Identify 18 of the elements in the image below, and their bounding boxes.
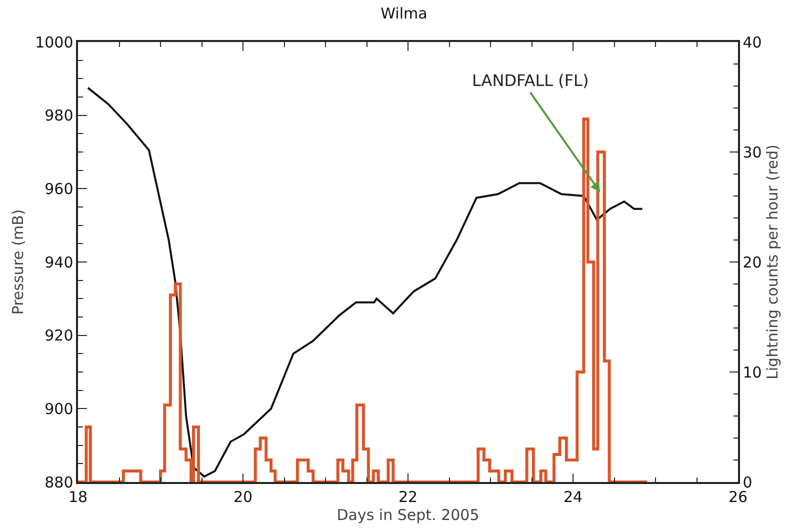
y-tick-label: 900: [44, 400, 74, 418]
y-tick-label: 920: [44, 326, 74, 345]
y2-axis-title: Lightning counts per hour (red): [763, 144, 782, 380]
x-tick-label: 22: [398, 488, 418, 506]
y-tick-label: 1000: [35, 33, 74, 52]
chart-title: Wilma: [380, 4, 428, 22]
y-tick-label: 980: [44, 106, 74, 125]
x-axis-title: Days in Sept. 2005: [336, 506, 480, 524]
x-tick-label: 20: [233, 488, 253, 506]
y2-tick-label: 20: [742, 253, 762, 272]
annotation: LANDFALL (FL): [472, 71, 589, 90]
y-tick-label: 940: [44, 253, 74, 272]
y2-tick-label: 40: [742, 33, 762, 52]
x-tick-label: 24: [563, 488, 583, 506]
y-tick-label: 960: [44, 180, 74, 198]
y-axis-title: Pressure (mB): [8, 209, 27, 315]
y2-tick-label: 30: [742, 143, 762, 162]
y2-tick-label: 10: [742, 363, 762, 382]
